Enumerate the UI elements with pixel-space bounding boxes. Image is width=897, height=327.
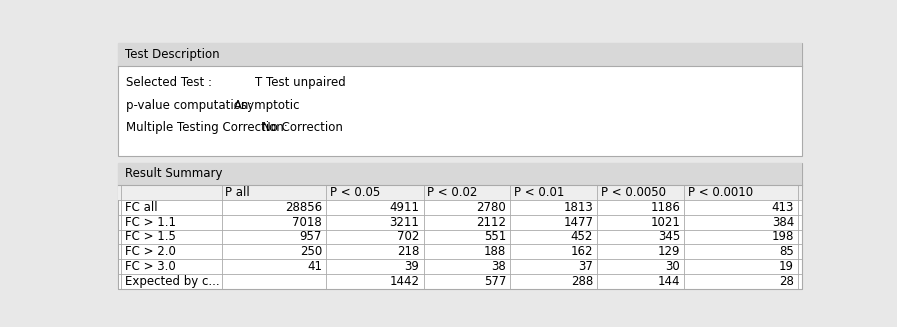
Text: p-value computation:: p-value computation: xyxy=(126,99,252,112)
Text: 3211: 3211 xyxy=(389,215,420,229)
Text: P < 0.02: P < 0.02 xyxy=(427,186,477,199)
Text: 384: 384 xyxy=(771,215,794,229)
Text: 2780: 2780 xyxy=(476,201,506,214)
Text: 957: 957 xyxy=(300,231,322,243)
Text: 30: 30 xyxy=(666,260,680,273)
FancyBboxPatch shape xyxy=(118,43,802,66)
Text: FC > 2.0: FC > 2.0 xyxy=(125,245,176,258)
Text: Selected Test :: Selected Test : xyxy=(126,76,212,89)
Text: FC > 1.1: FC > 1.1 xyxy=(125,215,176,229)
Text: 144: 144 xyxy=(658,275,680,288)
Text: 288: 288 xyxy=(570,275,593,288)
Text: Test Description: Test Description xyxy=(125,48,219,61)
FancyBboxPatch shape xyxy=(118,185,802,200)
Text: 39: 39 xyxy=(405,260,420,273)
Text: T Test unpaired: T Test unpaired xyxy=(255,76,345,89)
Text: 19: 19 xyxy=(779,260,794,273)
FancyBboxPatch shape xyxy=(118,43,802,156)
Text: P < 0.05: P < 0.05 xyxy=(330,186,380,199)
Text: 702: 702 xyxy=(397,231,420,243)
Text: 162: 162 xyxy=(570,245,593,258)
Text: Asymptotic: Asymptotic xyxy=(234,99,300,112)
Text: 345: 345 xyxy=(658,231,680,243)
Text: 41: 41 xyxy=(307,260,322,273)
Text: Result Summary: Result Summary xyxy=(125,167,222,181)
Text: Multiple Testing Correction:: Multiple Testing Correction: xyxy=(126,122,288,134)
Text: P < 0.01: P < 0.01 xyxy=(514,186,564,199)
Text: 1021: 1021 xyxy=(650,215,680,229)
FancyBboxPatch shape xyxy=(118,163,802,288)
Text: 452: 452 xyxy=(570,231,593,243)
Text: 4911: 4911 xyxy=(389,201,420,214)
Text: P < 0.0010: P < 0.0010 xyxy=(688,186,753,199)
Text: 85: 85 xyxy=(779,245,794,258)
Text: 1186: 1186 xyxy=(650,201,680,214)
Text: 28856: 28856 xyxy=(285,201,322,214)
Text: 551: 551 xyxy=(484,231,506,243)
Text: 2112: 2112 xyxy=(476,215,506,229)
FancyBboxPatch shape xyxy=(118,163,802,185)
Text: 28: 28 xyxy=(779,275,794,288)
Text: Expected by c...: Expected by c... xyxy=(125,275,219,288)
Text: 1477: 1477 xyxy=(563,215,593,229)
Text: 37: 37 xyxy=(579,260,593,273)
Text: FC > 1.5: FC > 1.5 xyxy=(125,231,176,243)
Text: 218: 218 xyxy=(397,245,420,258)
Text: 577: 577 xyxy=(483,275,506,288)
Text: 129: 129 xyxy=(658,245,680,258)
Text: 198: 198 xyxy=(771,231,794,243)
Text: 188: 188 xyxy=(484,245,506,258)
Text: 413: 413 xyxy=(771,201,794,214)
Text: 38: 38 xyxy=(492,260,506,273)
Text: 1813: 1813 xyxy=(563,201,593,214)
Text: 1442: 1442 xyxy=(389,275,420,288)
Text: 7018: 7018 xyxy=(292,215,322,229)
Text: No Correction: No Correction xyxy=(262,122,343,134)
Text: P < 0.0050: P < 0.0050 xyxy=(601,186,666,199)
Text: FC all: FC all xyxy=(125,201,157,214)
Text: FC > 3.0: FC > 3.0 xyxy=(125,260,176,273)
Text: P all: P all xyxy=(225,186,250,199)
Text: 250: 250 xyxy=(300,245,322,258)
